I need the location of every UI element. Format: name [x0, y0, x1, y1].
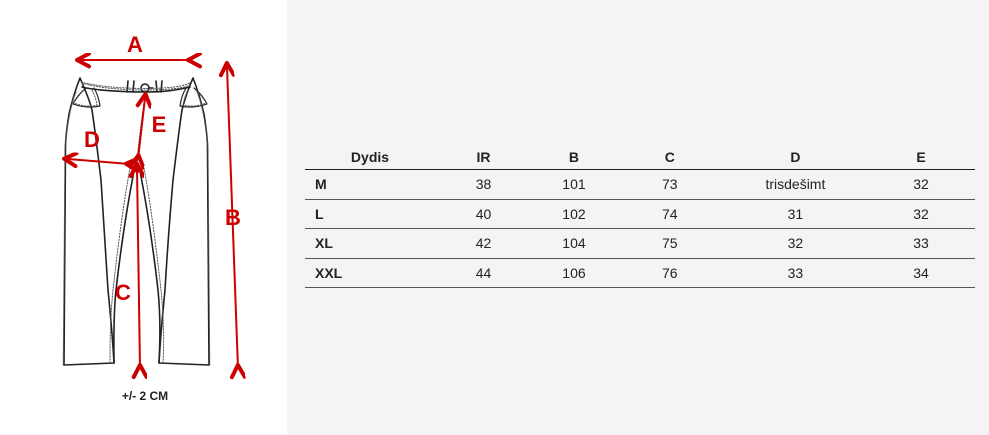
- svg-text:A: A: [127, 32, 143, 57]
- svg-text:B: B: [225, 205, 241, 230]
- svg-text:+/- 2 CM: +/- 2 CM: [122, 389, 168, 403]
- svg-text:C: C: [115, 280, 131, 305]
- svg-text:D: D: [84, 127, 100, 152]
- svg-text:E: E: [152, 112, 167, 137]
